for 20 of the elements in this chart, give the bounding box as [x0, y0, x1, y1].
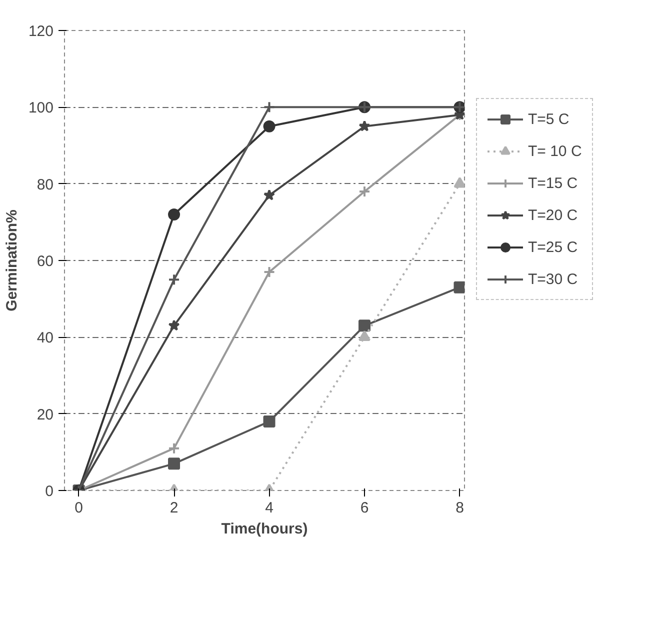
- y-axis-title: Germination%: [3, 210, 20, 312]
- x-tick-label: 4: [265, 500, 274, 516]
- legend-label: T=20 C: [528, 206, 578, 224]
- legend-label: T=15 C: [528, 174, 578, 192]
- x-tick-label: 2: [170, 500, 178, 516]
- y-tick-label: 60: [36, 253, 54, 270]
- x-tick-label: 8: [456, 500, 464, 516]
- legend-label: T=5 C: [528, 110, 570, 128]
- x-axis-title: Time(hours): [221, 520, 308, 538]
- legend-label: T=25 C: [528, 238, 578, 256]
- y-tick-label: 80: [36, 176, 54, 194]
- x-tick-label: 6: [360, 500, 369, 516]
- legend-label: T=30 C: [528, 270, 578, 288]
- y-tick-label: 100: [28, 100, 54, 117]
- y-tick-label: 120: [28, 23, 54, 40]
- y-tick-label: 0: [45, 483, 54, 500]
- y-tick-label: 40: [36, 330, 54, 347]
- legend-label: T= 10 C: [528, 142, 582, 160]
- x-tick-label: 0: [74, 500, 83, 516]
- y-tick-label: 20: [36, 406, 54, 424]
